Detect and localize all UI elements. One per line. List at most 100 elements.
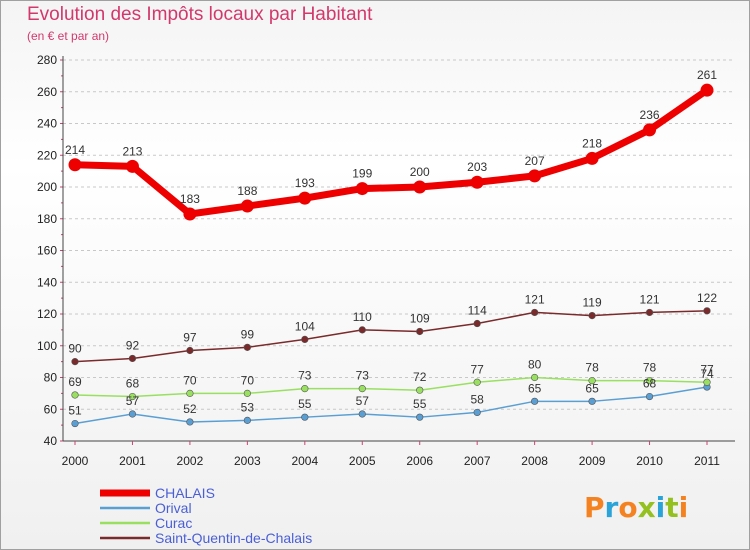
data-label: 70 xyxy=(183,373,197,387)
data-label: 65 xyxy=(585,381,599,395)
data-label: 57 xyxy=(356,394,370,408)
data-label: 183 xyxy=(180,192,200,206)
chart-title: Evolution des Impôts locaux par Habitant xyxy=(27,4,373,25)
x-tick-label: 2000 xyxy=(62,454,89,468)
data-label: 114 xyxy=(468,304,487,318)
series-group xyxy=(68,83,714,428)
data-point xyxy=(416,386,424,394)
data-label: 58 xyxy=(471,392,485,406)
x-tick-label: 2009 xyxy=(579,454,606,468)
data-point xyxy=(71,358,79,366)
data-point xyxy=(700,83,714,97)
data-label: 193 xyxy=(295,176,315,190)
data-point xyxy=(358,326,366,334)
legend: CHALAISOrivalCuracSaint-Quentin-de-Chala… xyxy=(100,485,312,546)
grid xyxy=(63,59,735,442)
data-label: 77 xyxy=(471,362,485,376)
data-labels: 214 213 183 188 193 199 200 203 207 218 236 261 51 57… xyxy=(65,68,717,417)
proxiti-logo: Proxiti xyxy=(584,491,688,524)
data-label: 99 xyxy=(241,327,255,341)
data-point xyxy=(531,373,539,382)
data-point xyxy=(645,308,654,317)
data-point xyxy=(128,354,137,363)
y-tick-label: 60 xyxy=(44,402,58,416)
data-label: 73 xyxy=(298,369,312,383)
series-line-orival xyxy=(74,386,708,425)
data-label: 51 xyxy=(68,404,82,418)
data-point xyxy=(71,419,79,428)
data-point xyxy=(243,389,251,397)
data-label: 121 xyxy=(640,292,660,306)
y-tick-label: 240 xyxy=(37,117,57,131)
data-label: 69 xyxy=(68,375,82,389)
data-label: 78 xyxy=(643,361,657,375)
data-point xyxy=(473,378,481,386)
data-point xyxy=(588,397,596,405)
y-tick-label: 120 xyxy=(37,307,57,321)
x-tick-label: 2010 xyxy=(636,454,663,468)
data-point xyxy=(473,408,481,417)
logo-text: Proxiti xyxy=(584,491,688,524)
data-point xyxy=(128,392,137,401)
data-point xyxy=(68,158,82,172)
data-point xyxy=(186,346,194,355)
y-tick-label: 140 xyxy=(37,275,57,289)
data-point xyxy=(128,410,137,418)
data-label: 68 xyxy=(643,377,657,391)
y-tick-label: 260 xyxy=(37,85,57,99)
data-label: 218 xyxy=(582,136,602,150)
data-label: 200 xyxy=(410,165,430,179)
x-tick-label: 2004 xyxy=(291,454,318,468)
x-tick-label: 2011 xyxy=(694,454,720,468)
data-label: 55 xyxy=(298,397,312,411)
data-point xyxy=(531,308,539,317)
y-tick-label: 180 xyxy=(37,212,57,226)
data-point xyxy=(588,311,596,320)
data-label: 199 xyxy=(352,167,372,181)
data-point xyxy=(470,175,484,189)
data-label: 213 xyxy=(122,144,142,158)
series-line-curac xyxy=(74,376,708,398)
legend-label: Orival xyxy=(155,500,192,516)
data-point xyxy=(588,377,596,385)
series-line-saint-quentin-de-chalais xyxy=(74,310,708,363)
series-line-chalais xyxy=(74,87,709,218)
y-tick-label: 80 xyxy=(44,371,58,385)
data-label: 109 xyxy=(410,311,430,325)
data-label: 121 xyxy=(525,292,545,306)
data-label: 110 xyxy=(353,310,372,324)
data-point xyxy=(585,151,599,165)
data-label: 73 xyxy=(356,369,370,383)
data-point xyxy=(416,327,424,336)
x-tick-label: 2001 xyxy=(119,454,146,468)
x-tick-label: 2007 xyxy=(464,454,491,468)
data-label: 57 xyxy=(126,394,140,408)
axes: 40 60 80 100 120 140 160 180 200 220 240 260 280 2000… xyxy=(37,53,735,468)
legend-label: Saint-Quentin-de-Chalais xyxy=(155,530,312,546)
data-label: 236 xyxy=(640,108,660,122)
data-label: 261 xyxy=(697,68,717,82)
data-point xyxy=(645,377,654,385)
x-tick-label: 2002 xyxy=(177,454,204,468)
data-label: 188 xyxy=(237,184,257,198)
data-point xyxy=(645,392,654,401)
data-point xyxy=(355,182,369,196)
legend-label: Curac xyxy=(155,515,192,531)
data-point xyxy=(301,413,309,421)
y-tick-label: 100 xyxy=(37,339,57,353)
chart-subtitle: (en € et par an) xyxy=(27,29,110,43)
data-point xyxy=(531,397,539,405)
y-tick-label: 280 xyxy=(37,53,57,67)
data-label: 72 xyxy=(413,370,427,384)
data-point xyxy=(643,123,657,137)
data-point xyxy=(125,159,139,173)
data-point xyxy=(243,416,251,424)
data-label: 90 xyxy=(68,342,82,356)
data-point xyxy=(71,391,79,399)
data-point xyxy=(183,207,197,221)
data-point xyxy=(186,418,194,426)
data-label: 119 xyxy=(583,296,602,310)
x-tick-label: 2006 xyxy=(406,454,433,468)
data-label: 214 xyxy=(65,143,85,157)
y-tick-label: 200 xyxy=(37,180,57,194)
